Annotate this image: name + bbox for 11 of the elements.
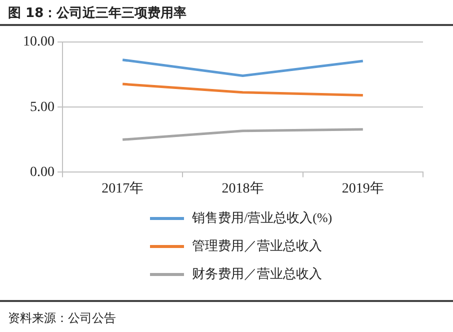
text: 资料来源：公司公告 xyxy=(8,310,116,327)
chart-title: 图 18：公司近三年三项费用率 xyxy=(8,4,187,22)
legend-label: 管理费用／营业总收入 xyxy=(192,237,322,255)
x-tick-label: 2017年 xyxy=(102,180,144,196)
y-tick-label: 10.00 xyxy=(23,34,54,50)
legend-label: 销售费用/营业总收入(%) xyxy=(192,209,332,227)
x-tick-label: 2018年 xyxy=(222,180,264,196)
legend-label: 财务费用／营业总收入 xyxy=(192,265,322,283)
y-tick-label: 0.00 xyxy=(30,164,54,180)
y-tick-label: 5.00 xyxy=(30,100,54,115)
x-tick-label: 2019年 xyxy=(342,180,384,196)
